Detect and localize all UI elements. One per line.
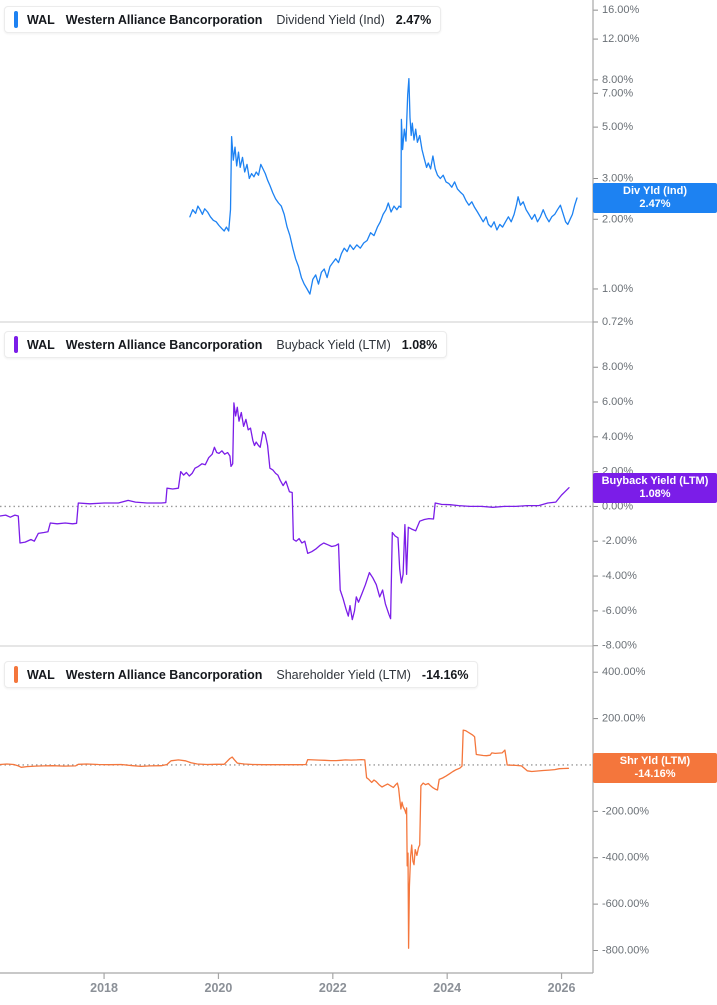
series-header-dividend-yield[interactable]: WAL Western Alliance Bancorporation Divi…	[4, 6, 442, 33]
svg-text:2024: 2024	[433, 981, 461, 995]
svg-text:3.00%: 3.00%	[602, 172, 633, 184]
svg-text:16.00%: 16.00%	[602, 4, 640, 16]
svg-text:-6.00%: -6.00%	[602, 605, 637, 617]
svg-text:5.00%: 5.00%	[602, 121, 633, 133]
badge-title: Shr Yld (LTM)	[619, 755, 691, 767]
svg-text:2.00%: 2.00%	[602, 213, 633, 225]
ticker-symbol: WAL	[27, 667, 55, 682]
svg-text:8.00%: 8.00%	[602, 361, 633, 373]
ticker-symbol: WAL	[27, 337, 55, 352]
svg-text:-800.00%: -800.00%	[602, 945, 649, 957]
svg-text:1.00%: 1.00%	[602, 283, 633, 295]
svg-text:-400.00%: -400.00%	[602, 852, 649, 864]
svg-text:2022: 2022	[319, 981, 347, 995]
svg-text:4.00%: 4.00%	[602, 431, 633, 443]
metric-name: Dividend Yield (Ind)	[276, 12, 385, 27]
metric-value: 1.08%	[401, 337, 438, 352]
series-header-buyback-yield[interactable]: WAL Western Alliance Bancorporation Buyb…	[4, 331, 448, 358]
svg-text:8.00%: 8.00%	[602, 74, 633, 86]
svg-text:6.00%: 6.00%	[602, 396, 633, 408]
metric-name: Shareholder Yield (LTM)	[276, 667, 411, 682]
series-color-bar	[14, 336, 18, 353]
badge-value: 2.47%	[639, 198, 671, 210]
badge-value: 1.08%	[639, 488, 671, 500]
svg-text:-200.00%: -200.00%	[602, 805, 649, 817]
svg-text:2026: 2026	[548, 981, 576, 995]
svg-text:2020: 2020	[205, 981, 233, 995]
series-color-bar	[14, 666, 18, 683]
company-name: Western Alliance Bancorporation	[65, 667, 263, 682]
svg-text:0.72%: 0.72%	[602, 316, 633, 328]
company-name: Western Alliance Bancorporation	[65, 12, 263, 27]
svg-text:12.00%: 12.00%	[602, 33, 640, 45]
badge-title: Div Yld (Ind)	[623, 185, 687, 197]
series-color-bar	[14, 11, 18, 28]
company-name: Western Alliance Bancorporation	[65, 337, 263, 352]
badge-value: -14.16%	[634, 768, 676, 780]
svg-text:-8.00%: -8.00%	[602, 640, 637, 652]
axis-badge-div-yld: Div Yld (Ind) 2.47%	[593, 183, 717, 213]
metric-value: 2.47%	[395, 12, 432, 27]
svg-text:2018: 2018	[90, 981, 118, 995]
svg-text:200.00%: 200.00%	[602, 713, 646, 725]
badge-title: Buyback Yield (LTM)	[601, 475, 709, 487]
ticker-symbol: WAL	[27, 12, 55, 27]
axis-badge-buyback-yield: Buyback Yield (LTM) 1.08%	[593, 473, 717, 503]
svg-text:-4.00%: -4.00%	[602, 570, 637, 582]
svg-text:-600.00%: -600.00%	[602, 898, 649, 910]
series-header-shareholder-yield[interactable]: WAL Western Alliance Bancorporation Shar…	[4, 661, 479, 688]
metric-value: -14.16%	[421, 667, 469, 682]
metric-name: Buyback Yield (LTM)	[276, 337, 391, 352]
svg-text:400.00%: 400.00%	[602, 666, 646, 678]
svg-text:0.00%: 0.00%	[602, 500, 633, 512]
svg-text:-2.00%: -2.00%	[602, 535, 637, 547]
axis-badge-shr-yld: Shr Yld (LTM) -14.16%	[593, 753, 717, 783]
svg-text:7.00%: 7.00%	[602, 87, 633, 99]
